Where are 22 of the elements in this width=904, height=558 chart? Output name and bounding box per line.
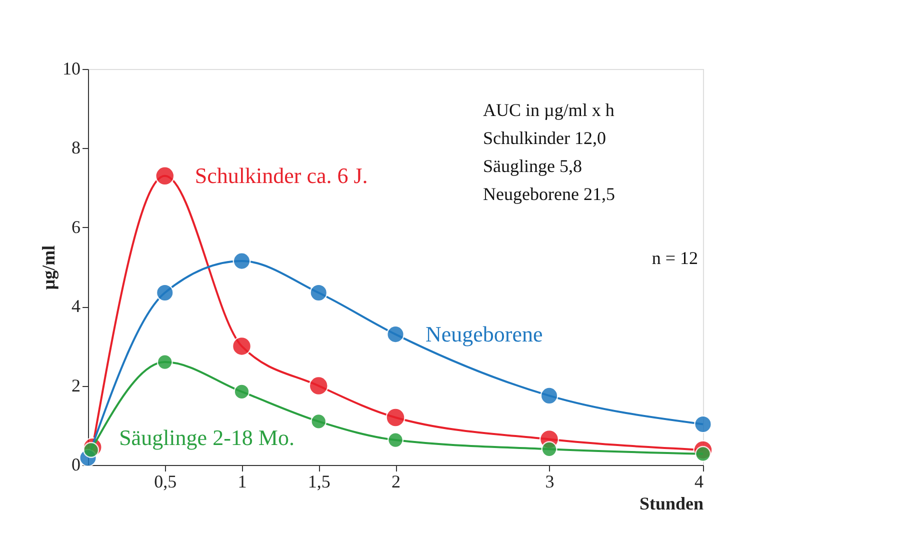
x-tick-label: 2 (392, 472, 400, 492)
y-tick-label: 2 (72, 375, 80, 396)
series-label: Säuglinge 2-18 Mo. (119, 424, 294, 450)
y-tick-label: 10 (62, 58, 80, 78)
annotation: Neugeborene 21,5 (483, 184, 615, 204)
y-tick-label: 8 (72, 138, 80, 158)
y-tick-label: 6 (72, 216, 80, 237)
annotation: n = 12 (652, 248, 698, 268)
x-tick-label: 0,5 (154, 472, 177, 492)
y-tick-label: 4 (72, 296, 80, 316)
y-axis-title: µg/ml (38, 245, 58, 290)
annotation: AUC in µg/ml x h (483, 100, 614, 120)
y-tick-label: 0 (72, 454, 80, 474)
x-tick-label: 4 (694, 472, 704, 492)
x-tick-label: 1,5 (308, 472, 330, 492)
x-tick-label: 1 (238, 472, 247, 492)
series-label: Schulkinder ca. 6 J. (194, 162, 368, 188)
annotation: Säuglinge 5,8 (483, 156, 582, 176)
x-axis-title: Stunden (639, 494, 704, 514)
annotation: Schulkinder 12,0 (483, 128, 606, 148)
x-tick-label: 3 (545, 472, 554, 492)
series-label: Neugeborene (426, 321, 543, 346)
